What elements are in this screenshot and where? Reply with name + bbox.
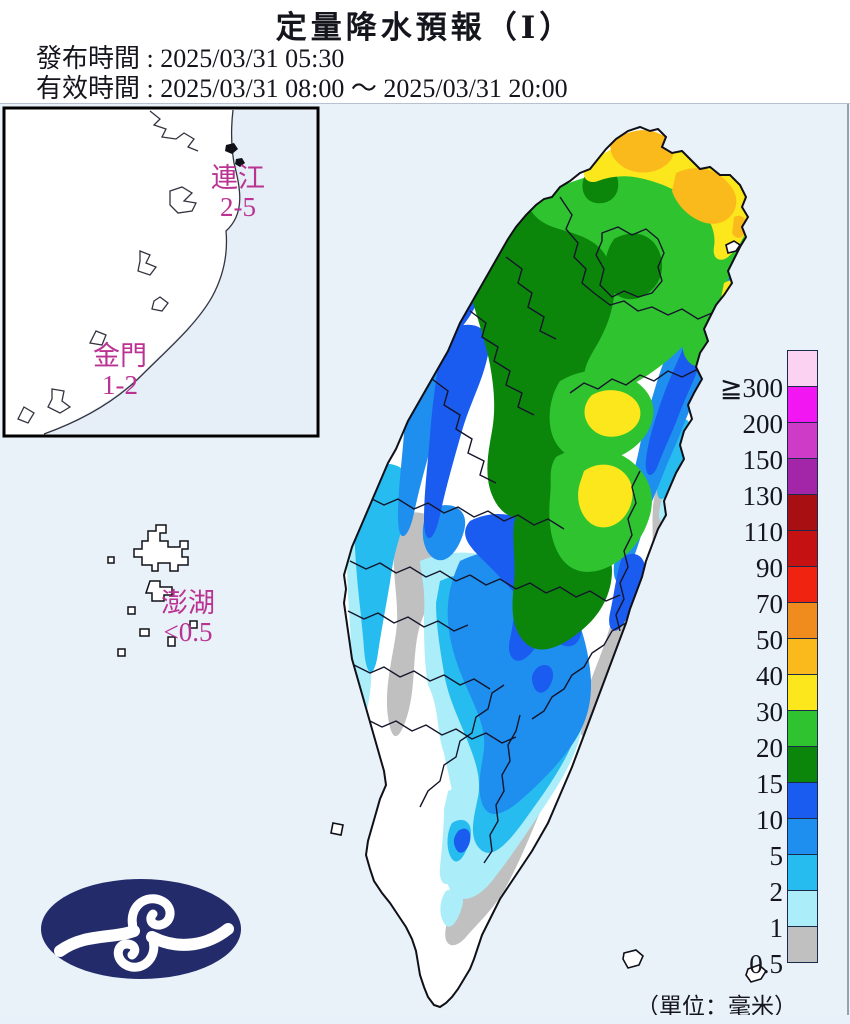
legend-label-200: 200 — [742, 409, 784, 439]
legend-unit-label: （單位：毫米） — [636, 994, 797, 1019]
legend-swatch-30 — [787, 674, 818, 711]
legend-swatch-1 — [787, 890, 818, 927]
valid-time-value: 2025/03/31 08:00 ～ 2025/03/31 20:00 — [160, 74, 568, 103]
taiwan-precipitation-map — [0, 104, 850, 1016]
legend-swatch-90 — [787, 530, 818, 567]
issued-time-value: 2025/03/31 05:30 — [160, 44, 345, 73]
inset-map — [2, 106, 320, 438]
lienchiang-name: 連江 — [211, 163, 265, 193]
legend-label-30: 30 — [756, 697, 783, 727]
legend-label-110: 110 — [743, 517, 784, 547]
kinmen-label: 金門 1-2 — [65, 342, 175, 400]
bottom-strip — [0, 1015, 850, 1024]
cwa-logo — [41, 879, 241, 979]
penghu-islands — [107, 524, 198, 657]
inset-coastline — [17, 109, 241, 435]
orchid-island — [745, 964, 768, 983]
taiwan-coastline — [342, 125, 750, 1009]
guishan-island — [725, 240, 742, 254]
valid-time-label: 有效時間 : — [36, 74, 154, 103]
xiaoliuqiu-island — [330, 822, 344, 836]
precipitation-fill-layers — [347, 130, 748, 946]
legend-label-130: 130 — [742, 481, 784, 511]
legend-label-50: 50 — [756, 625, 783, 655]
legend-swatch-150 — [787, 422, 818, 459]
legend-swatch-2 — [787, 854, 818, 891]
issued-time-label: 發布時間 : — [36, 44, 154, 73]
issued-time-line: 發布時間 : 2025/03/31 05:30 — [36, 38, 344, 75]
legend-label-20: 20 — [756, 733, 783, 763]
valid-time-line: 有效時間 : 2025/03/31 08:00 ～ 2025/03/31 20:… — [36, 68, 568, 105]
penghu-range: <0.5 — [163, 617, 213, 647]
county-boundaries — [347, 196, 739, 864]
map-area: 連江 2-5 金門 1-2 澎湖 <0.5 ≧300 200 150 130 110 90… — [0, 103, 850, 1019]
legend-label-15: 15 — [756, 769, 783, 799]
kinmen-name: 金門 — [93, 341, 147, 371]
inset-sea — [44, 110, 316, 434]
legend-label-150: 150 — [742, 445, 784, 475]
legend-swatch-40 — [787, 638, 818, 675]
kinmen-range: 1-2 — [102, 370, 138, 400]
legend-label-5: 5 — [769, 841, 784, 871]
legend-swatch-0.5 — [787, 926, 818, 963]
legend-swatch-200 — [787, 386, 818, 423]
lienchiang-label: 連江 2-5 — [183, 164, 293, 222]
legend-swatch-130 — [787, 458, 818, 495]
legend-swatch-20 — [787, 710, 818, 747]
legend-label-10: 10 — [756, 805, 783, 835]
matsu-islets — [225, 143, 245, 167]
legend-swatch-50 — [787, 602, 818, 639]
legend-swatches — [787, 350, 818, 963]
page-title: 定量降水預報（Ⅰ） — [275, 10, 575, 45]
legend-swatch-≧300 — [787, 350, 818, 387]
legend-swatch-15 — [787, 746, 818, 783]
legend-label-0.5: 0.5 — [749, 949, 783, 979]
offshore-islands — [330, 240, 768, 983]
penghu-label: 澎湖 <0.5 — [133, 589, 243, 647]
legend-label-1: 1 — [769, 913, 784, 943]
legend-swatch-5 — [787, 818, 818, 855]
legend-swatch-10 — [787, 782, 818, 819]
legend-label-2: 2 — [769, 877, 784, 907]
legend-label-70: 70 — [756, 589, 783, 619]
precip-region-amber — [610, 130, 747, 238]
penghu-name: 澎湖 — [161, 588, 215, 618]
legend-swatch-110 — [787, 494, 818, 531]
legend-swatch-70 — [787, 566, 818, 603]
legend-label-≧300: ≧300 — [719, 373, 783, 403]
legend-label-40: 40 — [756, 661, 783, 691]
green-island — [622, 949, 644, 969]
lienchiang-range: 2-5 — [220, 192, 256, 222]
legend-label-90: 90 — [756, 553, 783, 583]
